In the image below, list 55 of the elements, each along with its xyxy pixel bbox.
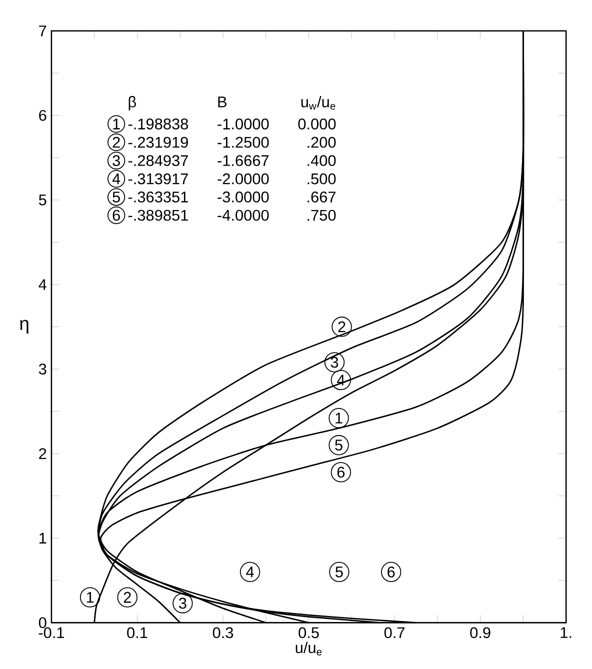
annotation: -1.0000: [218, 118, 269, 130]
annotation: 6: [338, 466, 345, 478]
x-tick-label: 1.: [560, 627, 572, 638]
annotation: -.198838: [128, 118, 188, 130]
annotation: 2: [124, 592, 131, 603]
annotation: 6: [388, 566, 395, 578]
annotation: .500: [308, 173, 336, 184]
y-tick-label: 3: [39, 364, 46, 375]
annotation: -.389851: [128, 210, 188, 221]
x-tick-label: 0.5: [298, 627, 319, 638]
x-tick-label: -0.1: [38, 627, 64, 638]
annotation: 1: [113, 118, 120, 130]
annotation: 0.000: [298, 118, 336, 130]
x-tick-label: 0.3: [212, 627, 234, 638]
x-tick-label: 0.7: [384, 627, 405, 638]
annotation: -3.0000: [218, 192, 269, 202]
annotation: -.363351: [128, 192, 188, 202]
annotation: 3: [179, 598, 186, 609]
annotation: 1: [336, 412, 342, 424]
x-axis-title: u/u$_{e}$: [296, 642, 322, 656]
y-tick-label: 5: [39, 194, 46, 206]
annotation: -.313917: [128, 173, 188, 184]
annotation: 3: [330, 356, 338, 368]
annotation: -1.2500: [218, 136, 269, 148]
annotation: .750: [308, 210, 336, 221]
x-tick-label: 0.1: [127, 627, 148, 638]
annotation: -4.0000: [218, 210, 269, 221]
annotation: -.231919: [128, 136, 188, 148]
annotation: .400: [308, 155, 336, 166]
annotation: .667: [308, 192, 336, 202]
y-tick-label: 4: [38, 279, 47, 290]
annotation: 4: [246, 566, 254, 578]
y-tick-label: 2: [39, 448, 46, 459]
annotation: 5: [336, 566, 343, 578]
annotation: β: [128, 96, 136, 110]
x-tick-label: 0.9: [470, 627, 490, 638]
y-tick-label: 1: [40, 532, 46, 544]
annotation: -.284937: [128, 155, 188, 166]
y-tick-label: 6: [39, 110, 46, 121]
y-tick-label: 0: [39, 617, 46, 628]
annotation: 1: [87, 592, 94, 603]
annotation: 4: [112, 174, 120, 184]
annotation: 5: [335, 440, 343, 451]
annotation: B: [218, 96, 227, 108]
annotation: 6: [112, 210, 120, 221]
annotation: 5: [112, 192, 120, 202]
annotation: -1.6667: [218, 155, 269, 166]
annotation: .200: [308, 136, 336, 148]
annotation: 3: [112, 155, 120, 166]
annotation: 2: [112, 136, 120, 148]
y-tick-label: 7: [39, 26, 46, 36]
y-axis-title: η: [20, 320, 28, 334]
annotation: -2.0000: [218, 173, 269, 184]
annotation: u$_{w}$/u$_{e}$: [301, 96, 336, 110]
annotation: 2: [338, 321, 346, 332]
